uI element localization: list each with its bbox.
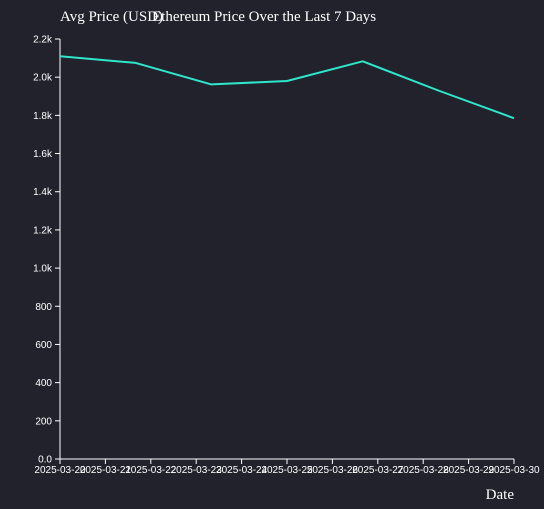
x-tick-label: 2025-03-26 [307,465,359,476]
x-axis-title: Date [486,487,515,503]
y-ticks: 0.0 200 400 600 800 1.0k 1.2k 1.4k 1.6k 1.8k 2.0k 2… [33,35,60,466]
y-tick-label: 1.2k [33,225,53,236]
y-tick-label: 0.0 [38,455,52,466]
x-tick-label: 2025-03-25 [261,465,313,476]
y-tick-label: 1.0k [33,264,53,275]
y-tick-label: 400 [35,378,52,389]
chart-title: Ethereum Price Over the Last 7 Days [152,9,376,25]
y-tick-label: 800 [35,302,52,313]
x-tick-label: 2025-03-30 [488,465,540,476]
series-group [59,55,515,120]
series-line [59,55,515,120]
y-tick-label: 1.6k [33,149,53,160]
y-tick-label: 600 [35,340,52,351]
x-tick-label: 2025-03-20 [34,465,86,476]
x-tick-label: 2025-03-21 [80,465,132,476]
y-tick-label: 1.4k [33,187,53,198]
y-tick-label: 2.0k [33,73,53,84]
x-tick-label: 2025-03-27 [352,465,404,476]
x-ticks: 2025-03-202025-03-212025-03-222025-03-23… [34,459,540,476]
x-tick-label: 2025-03-28 [398,465,450,476]
axes [59,39,514,460]
x-tick-label: 2025-03-29 [443,465,495,476]
y-tick-label: 1.8k [33,111,53,122]
x-tick-label: 2025-03-23 [171,465,223,476]
y-axis-title: Avg Price (USD) [60,9,163,25]
x-tick-label: 2025-03-22 [125,465,177,476]
y-tick-label: 2.2k [33,35,53,46]
y-tick-label: 200 [35,416,52,427]
x-tick-label: 2025-03-24 [216,465,268,476]
